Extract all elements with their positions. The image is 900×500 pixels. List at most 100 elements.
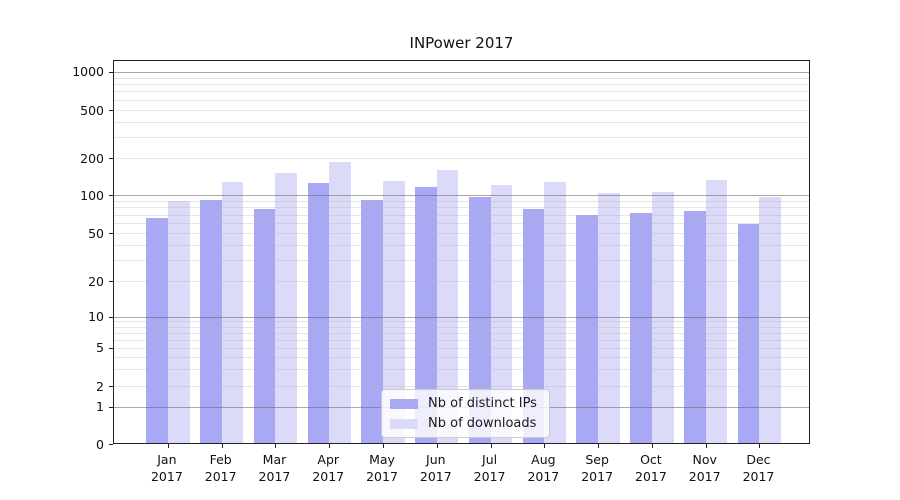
x-tick xyxy=(759,444,761,448)
x-tick-label-nov: Nov 2017 xyxy=(673,452,737,485)
x-tick xyxy=(598,444,600,448)
x-tick-month: Jul xyxy=(482,452,498,467)
y-tick-label-5: 5 xyxy=(96,340,104,356)
legend-swatch-distinct-ips xyxy=(390,398,418,409)
bar-nov-distinct-ips xyxy=(684,210,706,443)
x-tick-label-jul: Jul 2017 xyxy=(458,452,522,485)
y-tick xyxy=(109,195,113,196)
minor-gridline xyxy=(114,357,809,359)
plot-area xyxy=(109,60,810,448)
minor-gridline xyxy=(114,339,809,341)
x-tick-month: Jun xyxy=(426,452,446,467)
x-tick xyxy=(436,444,438,448)
legend: Nb of distinct IPs Nb of downloads xyxy=(381,389,550,438)
legend-row: Nb of distinct IPs xyxy=(390,396,537,411)
y-tick-label-10: 10 xyxy=(88,309,104,325)
bar-nov-downloads xyxy=(705,180,728,443)
minor-gridline xyxy=(114,91,809,93)
y-axis-tick-labels: 0 1 2 5 10 20 50 100 200 500 1000 xyxy=(0,0,104,500)
x-tick-label-jun: Jun 2017 xyxy=(404,452,468,485)
minor-gridline xyxy=(114,158,809,160)
legend-label: Nb of distinct IPs xyxy=(428,396,537,411)
y-tick-label-500: 500 xyxy=(80,102,104,118)
minor-gridline xyxy=(114,259,809,261)
bar-oct-distinct-ips xyxy=(630,213,652,443)
x-tick xyxy=(544,444,546,448)
x-tick-month: Nov xyxy=(692,452,717,467)
bar-sep-downloads xyxy=(598,193,620,443)
x-tick-year: 2017 xyxy=(527,468,560,484)
bar-jan-downloads xyxy=(167,200,190,443)
y-tick xyxy=(109,110,113,111)
bar-dec-downloads xyxy=(759,196,782,443)
bar-dec-distinct-ips xyxy=(737,224,760,443)
y-tick-label-1000: 1000 xyxy=(72,64,104,80)
x-tick xyxy=(490,444,492,448)
x-tick-label-apr: Apr 2017 xyxy=(296,452,360,485)
x-tick-label-aug: Aug 2017 xyxy=(511,452,575,485)
x-tick-month: Oct xyxy=(640,452,662,467)
x-tick-label-feb: Feb 2017 xyxy=(189,452,253,485)
minor-gridline xyxy=(114,200,809,202)
bar-mar-distinct-ips xyxy=(253,209,276,443)
x-tick-year: 2017 xyxy=(419,468,452,484)
minor-gridline xyxy=(114,99,809,101)
bar-jul-downloads xyxy=(490,184,513,443)
x-tick-label-sep: Sep 2017 xyxy=(565,452,629,485)
x-tick-month: May xyxy=(369,452,395,467)
y-tick-label-100: 100 xyxy=(80,187,104,203)
x-tick-month: Aug xyxy=(531,452,556,467)
x-tick-year: 2017 xyxy=(150,468,183,484)
bar-may-distinct-ips xyxy=(361,200,383,443)
bar-jun-downloads xyxy=(436,169,459,443)
x-tick xyxy=(383,444,385,448)
y-tick-label-20: 20 xyxy=(88,273,104,289)
bar-feb-distinct-ips xyxy=(199,200,222,443)
minor-gridline xyxy=(114,207,809,209)
minor-gridline xyxy=(114,386,809,387)
x-tick xyxy=(705,444,707,448)
y-tick-label-2: 2 xyxy=(96,378,104,394)
x-tick-month: Feb xyxy=(209,452,232,467)
y-tick-label-1: 1 xyxy=(96,399,104,415)
y-tick xyxy=(109,347,113,349)
chart-title: INPower 2017 xyxy=(409,34,514,52)
x-tick-label-jan: Jan 2017 xyxy=(135,452,199,485)
bar-mar-downloads xyxy=(275,172,298,443)
x-tick-month: Apr xyxy=(317,452,340,467)
y-tick xyxy=(109,406,113,408)
bar-feb-downloads xyxy=(221,181,244,443)
x-tick-month: Mar xyxy=(262,452,287,467)
bar-jul-distinct-ips xyxy=(468,196,491,443)
minor-gridline xyxy=(114,214,809,216)
x-tick-year: 2017 xyxy=(204,468,237,484)
y-tick xyxy=(109,158,113,160)
minor-gridline xyxy=(114,326,809,328)
major-gridline xyxy=(114,316,809,318)
bar-jun-distinct-ips xyxy=(415,186,437,443)
x-tick-year: 2017 xyxy=(635,468,667,484)
minor-gridline xyxy=(114,110,809,111)
x-tick-label-may: May 2017 xyxy=(350,452,414,485)
x-tick xyxy=(221,444,223,448)
minor-gridline xyxy=(114,347,809,349)
minor-gridline xyxy=(114,84,809,86)
x-tick xyxy=(167,444,169,448)
bar-sep-distinct-ips xyxy=(576,214,599,443)
x-tick xyxy=(329,444,331,448)
x-tick-month: Jan xyxy=(157,452,177,467)
bar-jan-distinct-ips xyxy=(146,217,168,443)
minor-gridline xyxy=(114,244,809,246)
y-tick-label-200: 200 xyxy=(80,150,104,166)
y-tick xyxy=(109,316,113,318)
x-tick-label-oct: Oct 2017 xyxy=(619,452,683,485)
y-tick-label-50: 50 xyxy=(88,225,104,241)
y-tick-label-0: 0 xyxy=(96,436,104,452)
minor-gridline xyxy=(114,121,809,123)
minor-gridline xyxy=(114,233,809,235)
x-tick-year: 2017 xyxy=(742,468,775,484)
minor-gridline xyxy=(114,332,809,334)
bar-apr-downloads xyxy=(329,162,351,443)
